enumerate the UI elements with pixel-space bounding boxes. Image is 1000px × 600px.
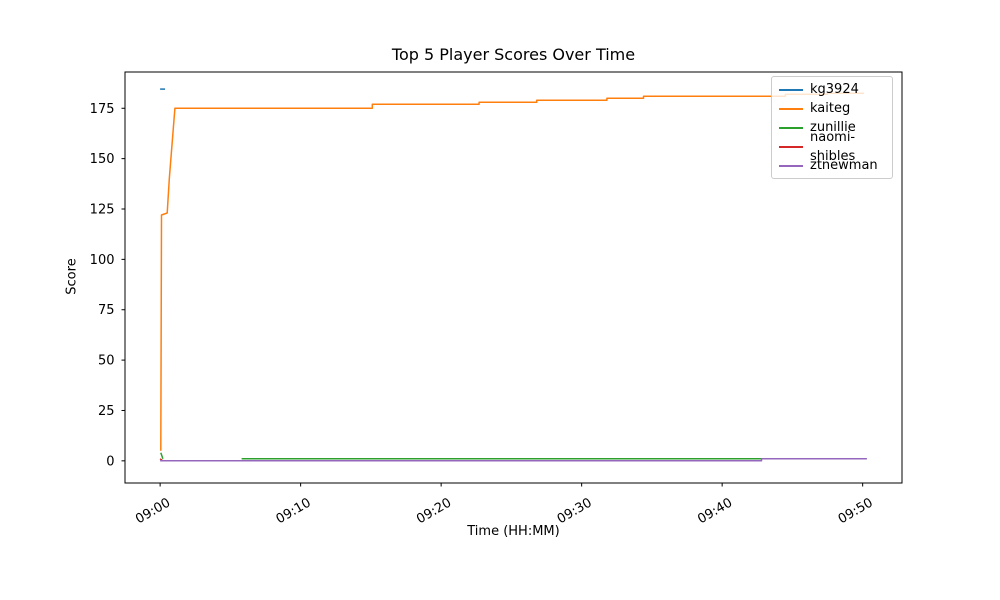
legend-swatch-naomi-shibles (779, 145, 803, 148)
y-tick-label: 50 (98, 354, 115, 369)
legend-label-naomi-shibles: naomi-shibles (810, 129, 856, 164)
legend-swatch-ztnewman (779, 164, 803, 167)
legend-item-naomi-shibles: naomi-shibles (779, 130, 886, 164)
y-tick-label: 100 (90, 253, 115, 268)
series-line-kaiteg (160, 92, 865, 451)
legend-swatch-zunillie (779, 126, 803, 129)
legend-item-kaiteg: kaiteg (779, 99, 886, 118)
x-axis-label: Time (HH:MM) (467, 524, 560, 539)
y-tick-label: 150 (90, 152, 115, 167)
legend-swatch-kaiteg (779, 107, 803, 110)
legend: kg3924 kaiteg zunillie naomi-shibles ztnewma… (771, 76, 893, 179)
y-tick-label: 0 (106, 454, 114, 469)
legend-label-kaiteg: kaiteg (810, 101, 851, 116)
chart-title: Top 5 Player Scores Over Time (391, 45, 636, 64)
legend-swatch-kg3924 (779, 88, 803, 91)
legend-item-zunillie: zunillie (779, 118, 886, 137)
legend-item-kg3924: kg3924 (779, 80, 886, 99)
legend-label-kg3924: kg3924 (810, 82, 859, 97)
series-line-ztnewman (160, 458, 867, 462)
axes-frame (124, 71, 903, 484)
x-tick-label: 09:10 (274, 495, 314, 527)
series-line-zunillie (160, 452, 164, 460)
x-tick-label: 09:50 (836, 495, 876, 527)
x-tick-label: 09:00 (133, 495, 173, 527)
legend-label-ztnewman: ztnewman (810, 158, 878, 173)
y-tick-label: 125 (90, 203, 115, 218)
y-axis-label: Score (64, 258, 80, 295)
legend-item-ztnewman: ztnewman (779, 156, 886, 175)
x-tick-label: 09:40 (695, 495, 735, 527)
x-tick-label: 09:30 (555, 495, 595, 527)
y-tick-label: 25 (98, 404, 115, 419)
y-tick-label: 175 (90, 102, 115, 117)
x-tick-label: 09:20 (414, 495, 454, 527)
legend-label-zunillie: zunillie (810, 120, 856, 135)
y-tick-label: 75 (98, 303, 115, 318)
